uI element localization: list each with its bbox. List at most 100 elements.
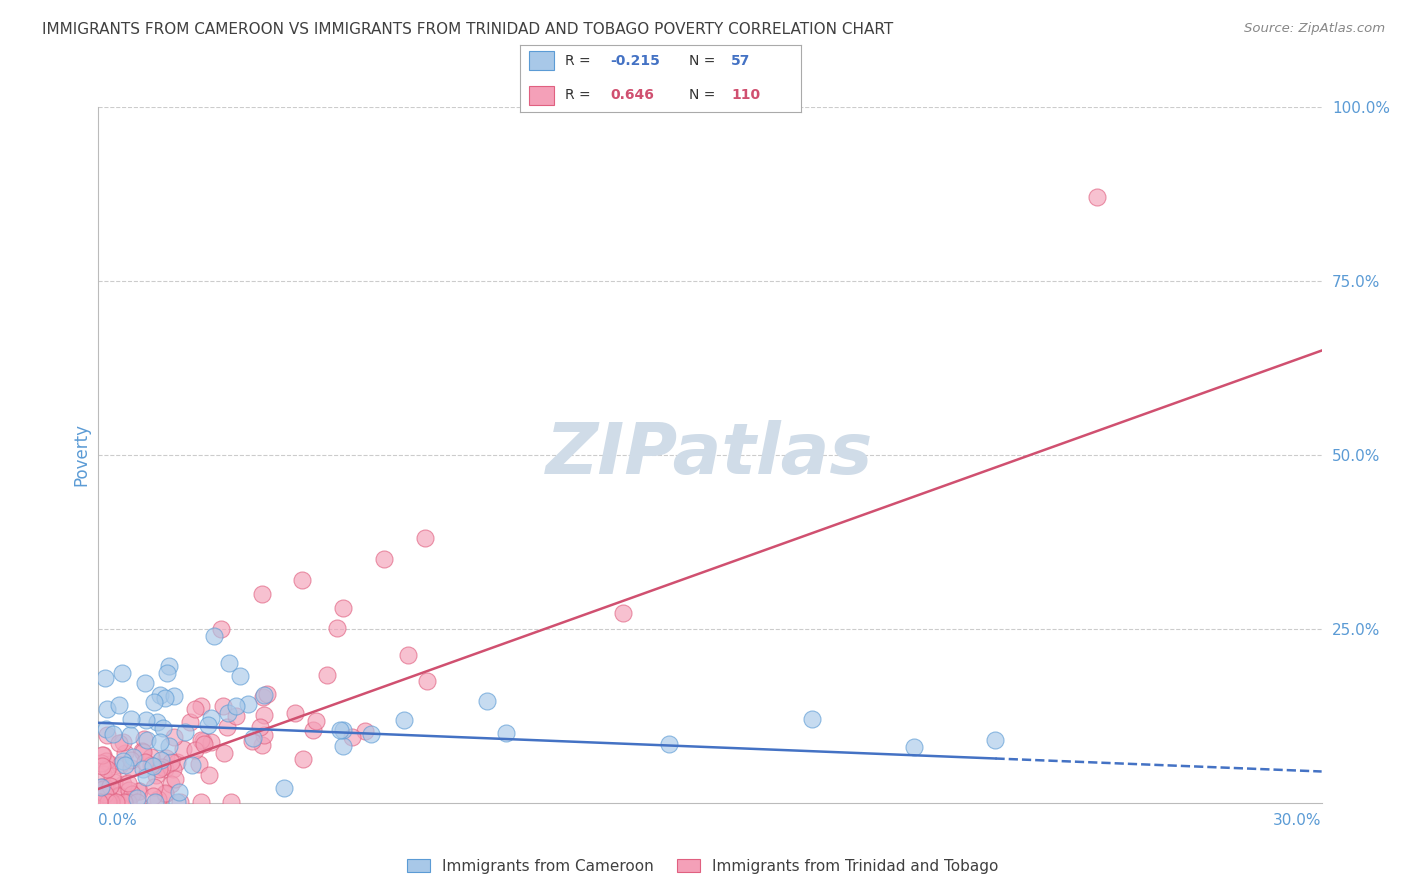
Point <box>96 795 118 809</box>
Point <box>416 674 439 689</box>
Point <box>202 629 225 643</box>
Point <box>94 780 117 794</box>
Point <box>225 698 247 713</box>
Point <box>136 733 159 747</box>
Point <box>87 795 110 809</box>
Text: Source: ZipAtlas.com: Source: ZipAtlas.com <box>1244 22 1385 36</box>
Point <box>114 795 136 809</box>
Point <box>112 734 135 748</box>
Point <box>139 757 162 772</box>
Point <box>91 767 114 781</box>
Point <box>155 785 177 799</box>
Point <box>200 711 222 725</box>
Point <box>100 795 122 809</box>
Point <box>143 795 166 809</box>
Point <box>184 743 207 757</box>
Point <box>190 795 212 809</box>
Point <box>134 676 156 690</box>
Point <box>193 737 215 751</box>
Point <box>122 749 145 764</box>
Point <box>332 739 354 753</box>
Point <box>163 772 186 787</box>
Point <box>273 780 295 795</box>
Point <box>148 762 170 776</box>
Point <box>198 768 221 782</box>
Point <box>302 723 325 738</box>
Point <box>219 795 242 809</box>
Point <box>91 780 114 795</box>
Point <box>117 795 139 809</box>
Point <box>984 733 1007 747</box>
Point <box>97 795 120 809</box>
Point <box>148 792 170 806</box>
Point <box>98 795 121 809</box>
Point <box>110 757 132 772</box>
Text: N =: N = <box>689 54 720 68</box>
Point <box>157 739 180 753</box>
Point <box>94 723 117 737</box>
Point <box>155 751 177 765</box>
Point <box>90 756 112 771</box>
Point <box>112 795 135 809</box>
Point <box>162 762 184 776</box>
Point <box>903 740 925 755</box>
Text: 57: 57 <box>731 54 751 68</box>
Point <box>217 706 239 720</box>
Point <box>149 735 172 749</box>
Point <box>94 795 117 809</box>
Point <box>187 757 209 772</box>
Text: 0.646: 0.646 <box>610 88 654 103</box>
Point <box>253 688 276 702</box>
Point <box>125 795 148 809</box>
Point <box>396 648 419 662</box>
Point <box>105 795 128 809</box>
Point <box>256 687 278 701</box>
Point <box>315 668 337 682</box>
Point <box>100 769 122 783</box>
Point <box>114 746 136 760</box>
Point <box>103 775 125 789</box>
Point <box>91 748 114 763</box>
Point <box>132 731 155 746</box>
Point <box>98 780 121 794</box>
Point <box>135 713 157 727</box>
Point <box>160 756 183 770</box>
Point <box>142 759 165 773</box>
Point <box>174 725 197 739</box>
Point <box>120 753 142 767</box>
Point <box>128 784 150 798</box>
Point <box>332 601 354 615</box>
Point <box>91 782 114 797</box>
Point <box>250 587 273 601</box>
Point <box>150 760 173 774</box>
Point <box>98 757 121 772</box>
Point <box>332 723 354 738</box>
Point <box>163 689 186 703</box>
Point <box>150 753 173 767</box>
Point <box>107 698 129 713</box>
Point <box>190 699 212 714</box>
Point <box>121 787 143 801</box>
Text: IMMIGRANTS FROM CAMEROON VS IMMIGRANTS FROM TRINIDAD AND TOBAGO POVERTY CORRELAT: IMMIGRANTS FROM CAMEROON VS IMMIGRANTS F… <box>42 22 893 37</box>
Point <box>152 721 174 735</box>
Point <box>96 702 118 716</box>
Point <box>96 728 118 742</box>
Point <box>94 672 117 686</box>
Point <box>132 745 155 759</box>
Point <box>128 784 150 798</box>
Point <box>98 792 121 806</box>
Point <box>117 776 139 790</box>
Point <box>179 715 201 730</box>
Text: ZIPatlas: ZIPatlas <box>547 420 873 490</box>
Point <box>111 754 134 768</box>
Point <box>153 691 176 706</box>
Point <box>131 744 153 758</box>
Point <box>1085 190 1108 204</box>
Point <box>477 694 499 708</box>
Point <box>291 752 314 766</box>
Point <box>169 795 191 809</box>
Point <box>108 788 131 802</box>
Point <box>120 712 142 726</box>
Point <box>305 714 328 729</box>
Point <box>117 783 139 797</box>
